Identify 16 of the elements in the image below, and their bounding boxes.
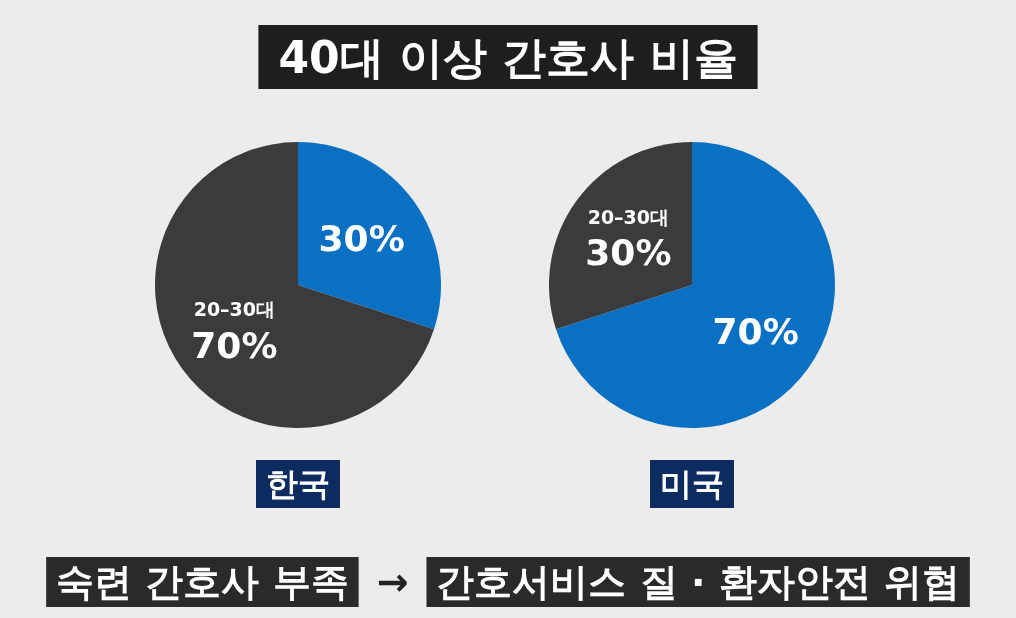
slice-label: 20–30대 — [193, 298, 276, 321]
pie-slice — [298, 142, 441, 330]
text: 한국 — [266, 465, 330, 503]
slice-label: 20–30대 — [587, 205, 670, 228]
data-label: 70% — [191, 324, 278, 366]
pie-slice — [155, 142, 434, 428]
data-label: 30% — [318, 218, 405, 260]
pie-slice — [549, 142, 692, 330]
text: 미국 — [660, 465, 724, 503]
data-label: 30% — [585, 232, 672, 274]
text: 숙련 간호사 부족 — [56, 560, 349, 604]
text: → — [376, 560, 409, 604]
text: 40대 이상 간호사 비율 — [278, 31, 738, 83]
data-label: 70% — [712, 310, 799, 352]
text: 간호서비스 질 · 환자안전 위협 — [436, 560, 960, 604]
pie-slice — [556, 142, 835, 428]
